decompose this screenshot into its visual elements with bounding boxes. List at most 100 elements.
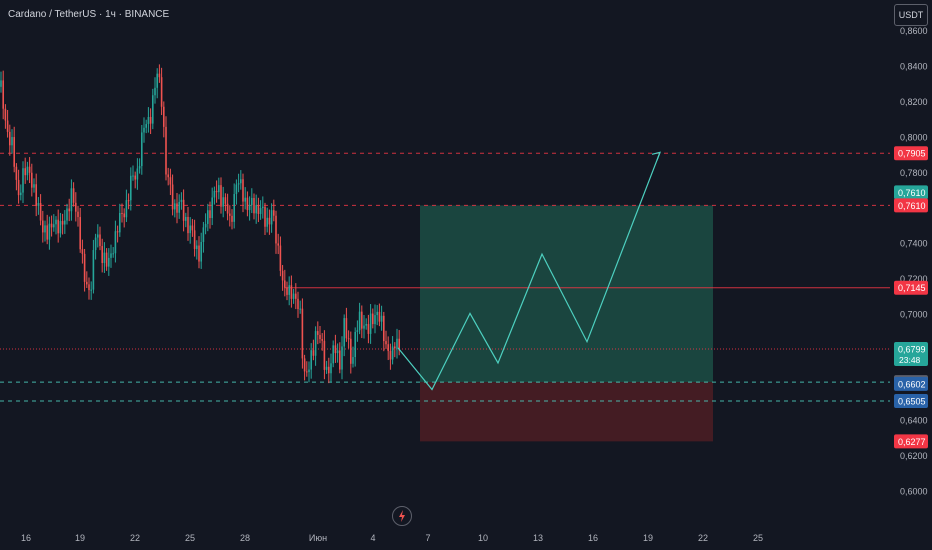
candle-body-73 [160, 77, 163, 107]
candle-body-63 [138, 166, 141, 169]
candle-body-31 [68, 208, 70, 212]
price-badge-3 [894, 280, 928, 295]
candle-body-54 [119, 213, 121, 233]
price-badge-label-1: 0,7610 [898, 188, 926, 198]
candle-body-43 [94, 237, 97, 251]
candle-body-135 [297, 298, 299, 309]
candle-body-179 [394, 346, 396, 349]
price-badge-label-4: 0,6799 [898, 344, 926, 354]
candle-body-64 [141, 132, 143, 167]
candle-body-121 [266, 217, 268, 227]
candle-body-162 [356, 330, 359, 332]
currency-button[interactable]: USDT [894, 4, 928, 26]
candle-body-101 [222, 197, 224, 207]
candle-body-82 [180, 199, 183, 202]
loss-zone [420, 382, 713, 442]
projection-path [397, 151, 661, 391]
candle-body-58 [127, 200, 130, 202]
candle-body-159 [350, 338, 352, 364]
lightning-bolt-icon[interactable] [392, 506, 412, 526]
candle-body-21 [46, 225, 48, 240]
candle-body-42 [92, 250, 95, 290]
y-tick-label-3: 0,8000 [900, 132, 928, 142]
candle-body-146 [321, 339, 323, 341]
price-badge-6 [894, 376, 928, 391]
candle-body-57 [125, 200, 128, 218]
candle-body-67 [147, 116, 150, 125]
x-tick-label-9: 13 [533, 533, 543, 543]
candle-body-178 [391, 346, 394, 360]
candle-body-167 [367, 324, 370, 334]
candle-body-98 [215, 190, 218, 193]
candle-body-134 [295, 293, 297, 299]
candles [0, 64, 400, 384]
candle-body-90 [198, 245, 200, 262]
candle-body-25 [55, 219, 57, 225]
candle-body-84 [185, 216, 187, 221]
candle-body-86 [189, 225, 191, 234]
candle-body-130 [286, 287, 288, 295]
price-badge-0 [894, 146, 928, 161]
price-badges: 0,79050,76100,76100,71450,679923:480,661… [894, 146, 928, 449]
candle-body-107 [235, 184, 238, 195]
candle-body-55 [121, 213, 123, 215]
candle-body-68 [149, 116, 152, 124]
candle-body-143 [314, 331, 317, 356]
price-badge-label-3: 0,7145 [898, 283, 926, 293]
y-tick-label-0: 0,8600 [900, 26, 928, 36]
candle-body-172 [378, 311, 381, 322]
candle-body-100 [220, 185, 222, 207]
candle-body-144 [317, 331, 319, 335]
candle-body-163 [358, 311, 361, 331]
candle-body-152 [334, 345, 337, 354]
candle-body-17 [37, 203, 40, 206]
candle-body-16 [35, 184, 37, 206]
candle-body-9 [20, 192, 22, 196]
candle-body-156 [343, 318, 345, 347]
candle-body-148 [325, 366, 328, 370]
candle-body-104 [229, 213, 231, 216]
candle-body-14 [31, 172, 33, 188]
candle-body-59 [130, 175, 132, 201]
x-tick-label-8: 10 [478, 533, 488, 543]
x-tick-label-12: 22 [698, 533, 708, 543]
candle-body-32 [70, 188, 73, 212]
candle-body-126 [277, 243, 279, 246]
candle-body-129 [284, 280, 286, 288]
candle-body-133 [292, 293, 295, 299]
candle-body-74 [163, 106, 165, 127]
candle-body-77 [169, 177, 172, 185]
candle-body-105 [231, 215, 233, 222]
horizontal-levels [0, 152, 890, 402]
candle-body-123 [270, 210, 273, 225]
candle-body-93 [204, 223, 207, 228]
candle-body-89 [196, 245, 198, 249]
candle-body-122 [268, 217, 271, 225]
candle-body-119 [262, 206, 264, 209]
candle-body-18 [39, 203, 42, 221]
candle-body-94 [207, 210, 209, 224]
price-badge-2 [894, 198, 928, 213]
candle-body-1 [2, 80, 4, 109]
candle-body-5 [11, 137, 13, 146]
y-tick-label-1: 0,8400 [900, 62, 928, 72]
candle-body-85 [187, 216, 189, 234]
candle-body-78 [171, 184, 174, 210]
candle-body-161 [354, 331, 356, 358]
candle-body-49 [108, 257, 110, 267]
candle-body-60 [132, 175, 134, 177]
candle-body-181 [398, 338, 400, 351]
candle-body-137 [301, 308, 304, 359]
candle-body-20 [44, 225, 46, 233]
price-badge-label-7: 0,6505 [898, 397, 926, 407]
candle-body-72 [158, 73, 161, 78]
candle-body-10 [22, 168, 24, 193]
candle-body-141 [310, 350, 312, 370]
candle-body-44 [97, 234, 99, 238]
candle-body-24 [53, 224, 55, 228]
candle-body-33 [72, 188, 75, 203]
candle-body-108 [237, 183, 240, 185]
profit-zone [420, 205, 713, 383]
candle-body-164 [361, 311, 363, 329]
